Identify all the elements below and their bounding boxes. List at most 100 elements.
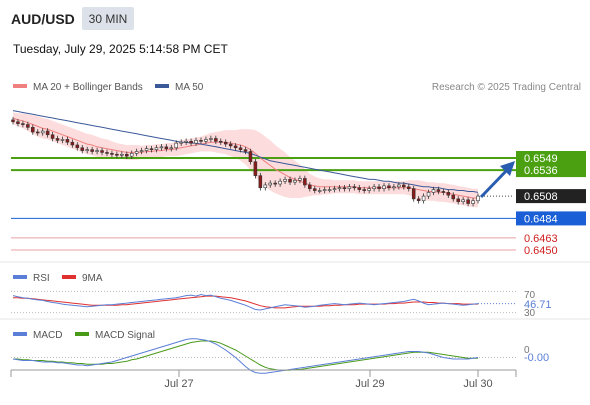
candle <box>40 128 45 136</box>
candle <box>223 139 228 147</box>
candle-body <box>164 146 169 150</box>
candle-body <box>253 161 258 176</box>
candle-body <box>322 189 327 191</box>
candle-body <box>283 179 287 182</box>
candle <box>164 144 169 152</box>
candle <box>70 139 75 148</box>
candle-body <box>263 184 268 189</box>
candle-body <box>268 182 273 186</box>
candle-body <box>352 186 357 189</box>
candle-body <box>337 187 342 190</box>
candle-body <box>184 140 188 143</box>
candle-body <box>436 189 441 192</box>
candle-body <box>129 153 134 157</box>
candle <box>263 182 268 191</box>
price-legend: MA 20 + Bollinger Bands MA 50 <box>13 82 204 93</box>
candle-body <box>50 134 55 139</box>
interval-badge[interactable] <box>82 7 134 30</box>
legend-swatch-rsi <box>13 275 27 279</box>
candle-body <box>154 147 159 150</box>
candle <box>431 186 436 196</box>
candle <box>312 185 317 194</box>
candle-body <box>21 123 25 125</box>
candle-body <box>45 130 50 136</box>
candle <box>466 197 470 207</box>
rsi-level-70-label: 70 <box>524 290 536 301</box>
pivot-label: 0.6484 <box>524 213 558 225</box>
candle-body <box>11 119 15 123</box>
candle-body <box>26 124 30 128</box>
candle <box>416 196 421 204</box>
candle <box>471 197 475 207</box>
candle <box>446 189 451 198</box>
candle <box>100 147 104 156</box>
legend-label-rsi-ma: 9MA <box>82 273 103 284</box>
candle <box>308 182 312 192</box>
rsi-ma-line <box>13 295 478 309</box>
legend-swatch-ma20 <box>13 84 27 88</box>
candle <box>322 186 327 194</box>
candle-body <box>243 149 248 152</box>
candle-body <box>139 150 144 152</box>
candle-body <box>199 140 203 142</box>
rsi-plot <box>11 290 516 314</box>
support-label: 0.6450 <box>524 245 558 257</box>
legend-swatch-macd-signal <box>75 332 89 336</box>
candle-body <box>179 141 183 144</box>
candle <box>139 147 144 155</box>
candle <box>303 175 307 188</box>
candle <box>337 184 342 192</box>
legend-swatch-rsi-ma <box>62 275 76 279</box>
candle-body <box>125 153 129 157</box>
candle <box>85 146 89 154</box>
x-axis: Jul 27 Jul 29 Jul 30 <box>10 369 517 390</box>
candle-body <box>248 151 253 163</box>
candle <box>55 135 60 144</box>
legend-label-ma20: MA 20 + Bollinger Bands <box>33 82 143 93</box>
legend-swatch-macd <box>13 332 27 336</box>
candle-body <box>421 195 426 202</box>
candle <box>26 121 30 131</box>
candle <box>402 182 406 190</box>
candle <box>298 175 302 184</box>
candle <box>451 192 456 202</box>
candle <box>95 147 99 155</box>
resistance-label: 0.6536 <box>524 165 558 177</box>
candle-body <box>446 192 451 196</box>
candle <box>194 137 198 146</box>
candle <box>154 144 159 153</box>
candle <box>293 177 297 185</box>
candle-body <box>70 141 75 146</box>
macd-signal-line <box>13 340 478 371</box>
rsi-line <box>12 293 479 311</box>
candle-body <box>189 140 193 144</box>
candle <box>406 184 411 192</box>
resistance-label-bg <box>516 163 586 178</box>
rsi-level-30-label: 30 <box>524 308 536 319</box>
candle <box>377 184 381 192</box>
candle <box>105 149 109 157</box>
candle <box>352 184 357 191</box>
candle-body <box>159 146 164 149</box>
candle-body <box>471 200 475 204</box>
candle-body <box>372 186 376 189</box>
symbol-title: AUD/USD <box>11 11 75 27</box>
candle-body <box>105 152 109 154</box>
legend-label-macd-signal: MACD Signal <box>95 330 155 341</box>
candle <box>35 129 40 136</box>
candle <box>90 146 94 155</box>
candle <box>233 143 238 151</box>
candle <box>214 135 218 145</box>
candle-body <box>367 188 371 191</box>
candle <box>189 138 193 146</box>
candle-body <box>332 188 337 190</box>
candle <box>283 176 287 185</box>
candle <box>228 141 233 149</box>
candle <box>184 138 188 145</box>
candle <box>248 148 253 165</box>
candle-body <box>169 147 174 150</box>
pivot-label-bg <box>516 211 586 226</box>
candle-body <box>382 185 386 189</box>
candle <box>31 124 35 135</box>
macd-zero-label: 0 <box>524 345 530 356</box>
